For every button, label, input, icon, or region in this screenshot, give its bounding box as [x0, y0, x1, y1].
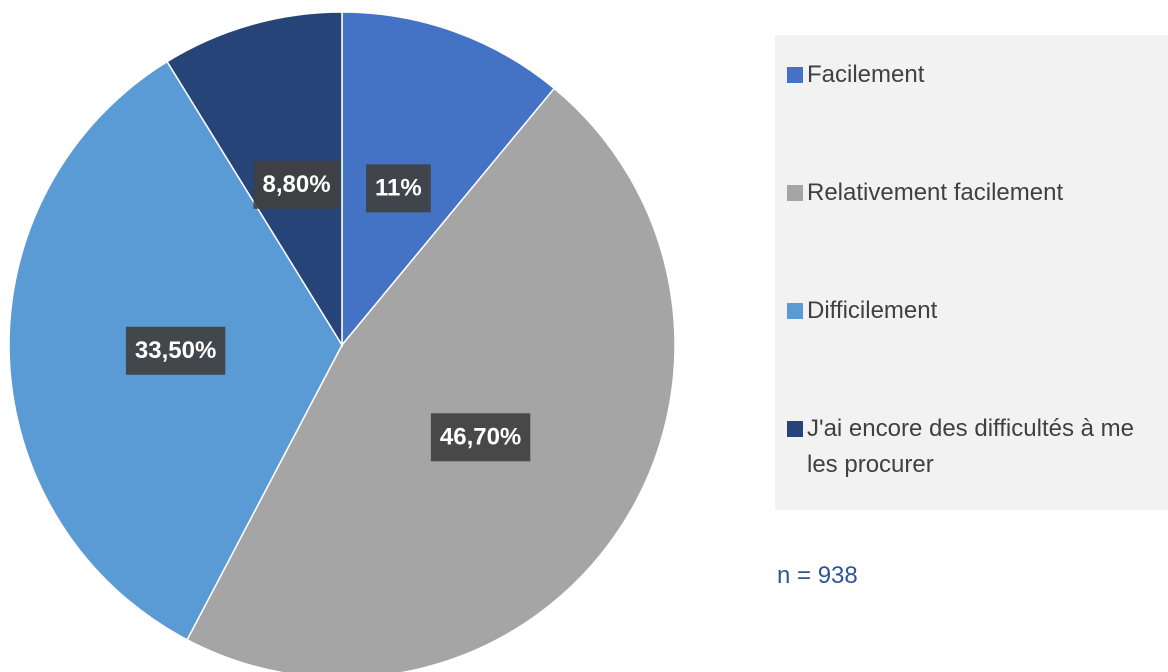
annotation: n = 938	[777, 562, 858, 589]
legend-label: Relativement facilement	[807, 179, 1064, 206]
data-label-text: 8,80%	[263, 171, 331, 198]
data-label: 46,70%	[430, 413, 531, 462]
pie-slice	[186, 87, 676, 672]
data-label: 8,80%	[253, 160, 340, 209]
legend-item: Facilement	[787, 57, 924, 93]
data-label-text: 11%	[375, 175, 422, 202]
data-label-box	[430, 413, 531, 462]
legend-label: Facilement	[807, 61, 925, 88]
data-label-text: 33,50%	[135, 337, 216, 364]
legend-swatch	[787, 67, 803, 83]
chart: 11% 46,70% 33,50% 8,80%	[8, 11, 676, 672]
legend-swatch	[787, 303, 803, 319]
legend-swatch	[787, 421, 803, 437]
legend-item: Relativement facilement	[787, 175, 1063, 211]
legend-swatch	[787, 185, 803, 201]
legend-item: J'ai encore des difficultés à me les pro…	[787, 411, 1157, 483]
legend: Facilement Relativement facilement Diffici…	[775, 35, 1168, 510]
pie-slice	[341, 11, 556, 348]
legend-label: J'ai encore des difficultés à me les pro…	[807, 415, 1134, 478]
data-label-text: 46,70%	[440, 424, 521, 451]
data-label-box	[253, 160, 340, 209]
legend-item: Difficilement	[787, 293, 937, 329]
data-label-box	[366, 164, 431, 213]
data-label: 33,50%	[125, 326, 226, 375]
data-label: 11%	[366, 164, 431, 213]
data-label-box	[125, 326, 226, 375]
legend-label: Difficilement	[807, 297, 938, 324]
